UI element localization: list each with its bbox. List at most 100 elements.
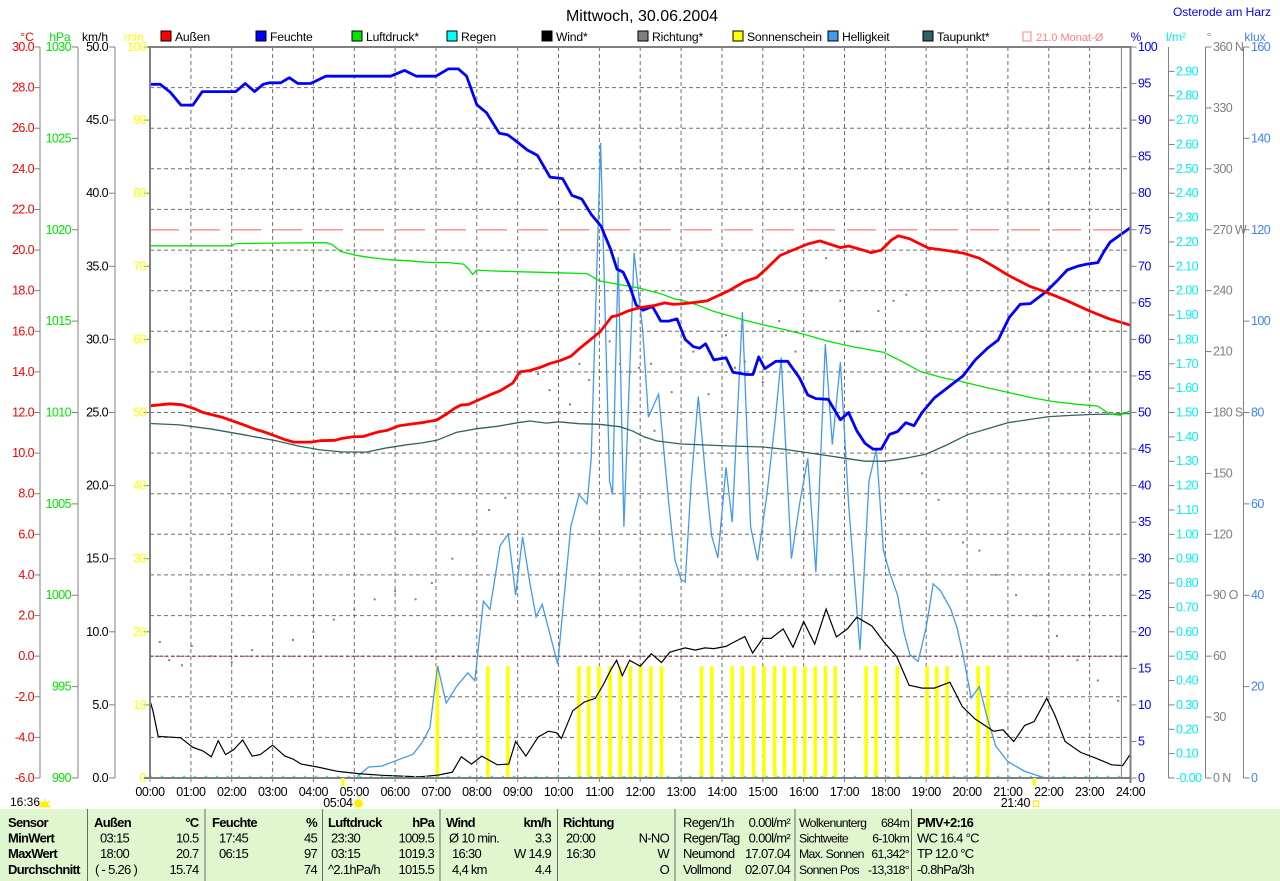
svg-text:01:00: 01:00 xyxy=(176,785,206,799)
svg-text:-2.0: -2.0 xyxy=(15,690,35,704)
svg-text:2.10: 2.10 xyxy=(1176,259,1199,273)
svg-text:1.90: 1.90 xyxy=(1176,308,1199,322)
svg-text:70: 70 xyxy=(1138,259,1151,273)
svg-text:Taupunkt*: Taupunkt* xyxy=(937,30,990,44)
svg-text:15:00: 15:00 xyxy=(748,785,778,799)
svg-text:35.0: 35.0 xyxy=(86,259,109,273)
svg-text:65: 65 xyxy=(1138,296,1151,310)
svg-text:140: 140 xyxy=(1251,131,1271,145)
svg-text:10.0: 10.0 xyxy=(12,446,35,460)
svg-text:330: 330 xyxy=(1213,101,1233,115)
svg-text:150: 150 xyxy=(1213,466,1233,480)
svg-text:19:00: 19:00 xyxy=(912,785,942,799)
svg-text:( - 5.26 ): ( - 5.26 ) xyxy=(95,862,137,877)
svg-text:14.0: 14.0 xyxy=(12,365,35,379)
svg-text:11:00: 11:00 xyxy=(585,785,614,799)
svg-text:07:00: 07:00 xyxy=(421,785,451,799)
svg-text:04:00: 04:00 xyxy=(299,785,329,799)
svg-text:70: 70 xyxy=(133,259,146,273)
svg-text:60: 60 xyxy=(133,332,146,346)
svg-text:0: 0 xyxy=(1138,771,1145,785)
svg-text:09:00: 09:00 xyxy=(503,785,533,799)
svg-text:300: 300 xyxy=(1213,162,1233,176)
svg-text:MaxWert: MaxWert xyxy=(8,846,58,861)
svg-text:W 14.9: W 14.9 xyxy=(514,846,551,861)
svg-text:Luftdruck: Luftdruck xyxy=(328,815,383,830)
svg-text:0.70: 0.70 xyxy=(1176,600,1199,614)
svg-text:50: 50 xyxy=(133,406,146,420)
svg-text:Regen/1h: Regen/1h xyxy=(683,815,734,830)
svg-text:24.0: 24.0 xyxy=(12,162,35,176)
svg-text:Richtung: Richtung xyxy=(563,815,614,830)
svg-text:360 N: 360 N xyxy=(1213,40,1244,54)
svg-text:-0.8hPa/3h: -0.8hPa/3h xyxy=(917,862,974,877)
svg-text:25.0: 25.0 xyxy=(86,406,109,420)
svg-text:km/h: km/h xyxy=(523,815,551,830)
svg-text:0.80: 0.80 xyxy=(1176,576,1199,590)
svg-text:14:00: 14:00 xyxy=(707,785,737,799)
svg-text:995: 995 xyxy=(52,680,72,694)
svg-text:0.20: 0.20 xyxy=(1176,722,1199,736)
svg-text:0.00l/m²: 0.00l/m² xyxy=(749,815,792,830)
svg-text:15.0: 15.0 xyxy=(86,552,109,566)
svg-text:55: 55 xyxy=(1138,369,1151,383)
svg-text:Außen: Außen xyxy=(94,815,132,830)
svg-text:20: 20 xyxy=(1138,625,1151,639)
svg-text:1005: 1005 xyxy=(46,497,72,511)
svg-text:97: 97 xyxy=(304,846,318,861)
svg-text:1000: 1000 xyxy=(46,588,72,602)
svg-text:0.90: 0.90 xyxy=(1176,552,1199,566)
svg-text:0: 0 xyxy=(140,771,147,785)
svg-text:40: 40 xyxy=(133,479,146,493)
svg-text:990: 990 xyxy=(52,771,72,785)
svg-text:Sonnenschein: Sonnenschein xyxy=(747,30,822,44)
svg-text:100: 100 xyxy=(127,40,147,54)
svg-text:l/m²: l/m² xyxy=(1166,30,1186,44)
svg-text:10: 10 xyxy=(133,698,146,712)
svg-text:120: 120 xyxy=(1251,223,1271,237)
svg-text:2.80: 2.80 xyxy=(1176,89,1199,103)
svg-text:km/h: km/h xyxy=(82,30,108,44)
svg-text:Osterode am Harz: Osterode am Harz xyxy=(1173,5,1271,19)
svg-text:0.0: 0.0 xyxy=(92,771,108,785)
svg-text:Richtung*: Richtung* xyxy=(652,30,704,44)
svg-text:90 O: 90 O xyxy=(1213,588,1239,602)
svg-text:06:15: 06:15 xyxy=(219,846,249,861)
svg-text:PMV+2:16: PMV+2:16 xyxy=(917,815,974,830)
svg-text:02:00: 02:00 xyxy=(217,785,247,799)
svg-text:40.0: 40.0 xyxy=(86,186,109,200)
svg-text:90: 90 xyxy=(133,113,146,127)
svg-text:1.80: 1.80 xyxy=(1176,332,1199,346)
svg-text:3.3: 3.3 xyxy=(535,831,551,846)
svg-text:02.07.04: 02.07.04 xyxy=(745,862,790,877)
svg-text:2.0: 2.0 xyxy=(18,609,34,623)
svg-text:35: 35 xyxy=(1138,515,1151,529)
svg-text:12.0: 12.0 xyxy=(12,406,35,420)
svg-text:Luftdruck*: Luftdruck* xyxy=(366,30,419,44)
svg-text:21.0 Monat-Ø: 21.0 Monat-Ø xyxy=(1036,32,1104,44)
svg-text:Feuchte: Feuchte xyxy=(212,815,257,830)
svg-text:0.40: 0.40 xyxy=(1176,674,1199,688)
svg-text:74: 74 xyxy=(304,862,318,877)
svg-text:50: 50 xyxy=(1138,406,1151,420)
svg-text:4.4: 4.4 xyxy=(535,862,551,877)
svg-text:240: 240 xyxy=(1213,284,1233,298)
svg-text:25: 25 xyxy=(1138,588,1151,602)
svg-text:20: 20 xyxy=(133,625,146,639)
svg-text:Wolkenunterg: Wolkenunterg xyxy=(799,816,867,830)
svg-text:30.0: 30.0 xyxy=(86,332,109,346)
svg-text:0 N: 0 N xyxy=(1213,771,1231,785)
svg-text:TP 12.0 °C: TP 12.0 °C xyxy=(917,846,974,861)
svg-text:Vollmond: Vollmond xyxy=(683,862,731,877)
svg-text:8.0: 8.0 xyxy=(18,487,34,501)
svg-text:40: 40 xyxy=(1251,588,1264,602)
svg-text:60: 60 xyxy=(1213,649,1226,663)
svg-text:85: 85 xyxy=(1138,150,1151,164)
svg-text:2.30: 2.30 xyxy=(1176,211,1199,225)
svg-text:08:00: 08:00 xyxy=(462,785,492,799)
svg-text:1025: 1025 xyxy=(46,131,72,145)
svg-text:^2.1hPa/h: ^2.1hPa/h xyxy=(328,862,380,877)
svg-text:180 S: 180 S xyxy=(1213,406,1243,420)
svg-text:2.00: 2.00 xyxy=(1176,284,1199,298)
svg-text:16:36: 16:36 xyxy=(10,795,40,809)
